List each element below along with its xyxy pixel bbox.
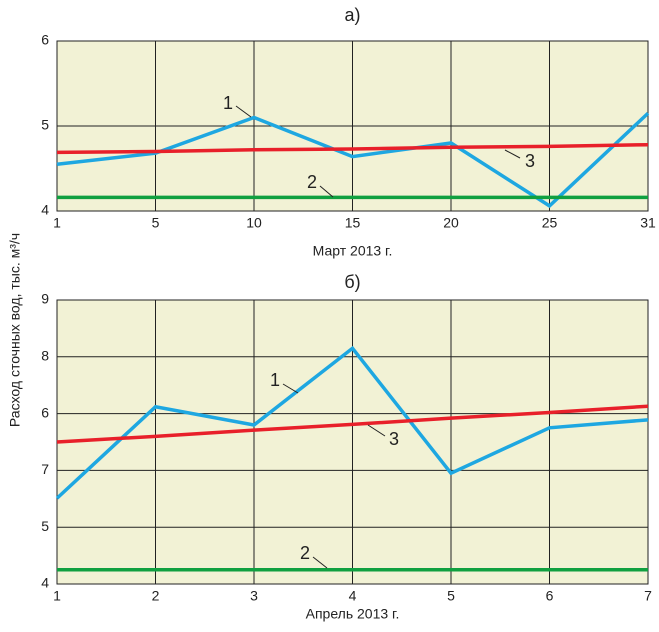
y-tick-label: 5 [41,117,49,133]
y-tick-label: 4 [41,575,49,591]
chart-title: а) [344,5,360,25]
y-tick-label: 4 [41,202,49,218]
annotation-leader [367,424,386,437]
x-tick-label: 10 [246,215,262,231]
x-tick-label: 31 [640,215,656,231]
y-axis-label: Расход сточных вод, тыс. м³/ч [7,233,23,427]
y-tick-label: 7 [41,461,49,477]
y-tick-label: 5 [41,518,49,534]
chart-title: б) [344,272,360,292]
annotation-leader [504,149,521,159]
x-tick-label: 5 [447,588,455,604]
x-tick-label: 20 [443,215,459,231]
x-tick-label: 7 [644,588,652,604]
x-tick-label: 6 [546,588,554,604]
series-label: 2 [307,172,317,192]
annotation-leader [235,105,252,118]
data-line [56,142,649,155]
annotation-leader [319,185,334,198]
y-tick-label: 6 [41,404,49,420]
x-axis-label: Апрель 2013 г. [306,606,400,622]
x-tick-label: 25 [542,215,558,231]
series-label: 1 [270,370,280,390]
data-line [56,404,649,444]
data-line [55,345,649,500]
x-axis-label: Март 2013 г. [313,243,393,259]
x-tick-label: 15 [345,215,361,231]
series-label: 3 [525,151,535,171]
x-tick-label: 1 [53,215,61,231]
series-label: 2 [300,543,310,563]
series-label: 1 [223,93,233,113]
annotation-leader [282,383,299,394]
x-tick-label: 5 [152,215,160,231]
annotation-leader [312,556,328,569]
x-tick-label: 3 [250,588,258,604]
y-tick-label: 8 [41,348,49,364]
series-label: 3 [389,429,399,449]
x-tick-label: 2 [152,588,160,604]
x-tick-label: 1 [53,588,61,604]
y-tick-label: 9 [41,291,49,307]
y-tick-label: 6 [41,32,49,48]
x-tick-label: 4 [349,588,357,604]
